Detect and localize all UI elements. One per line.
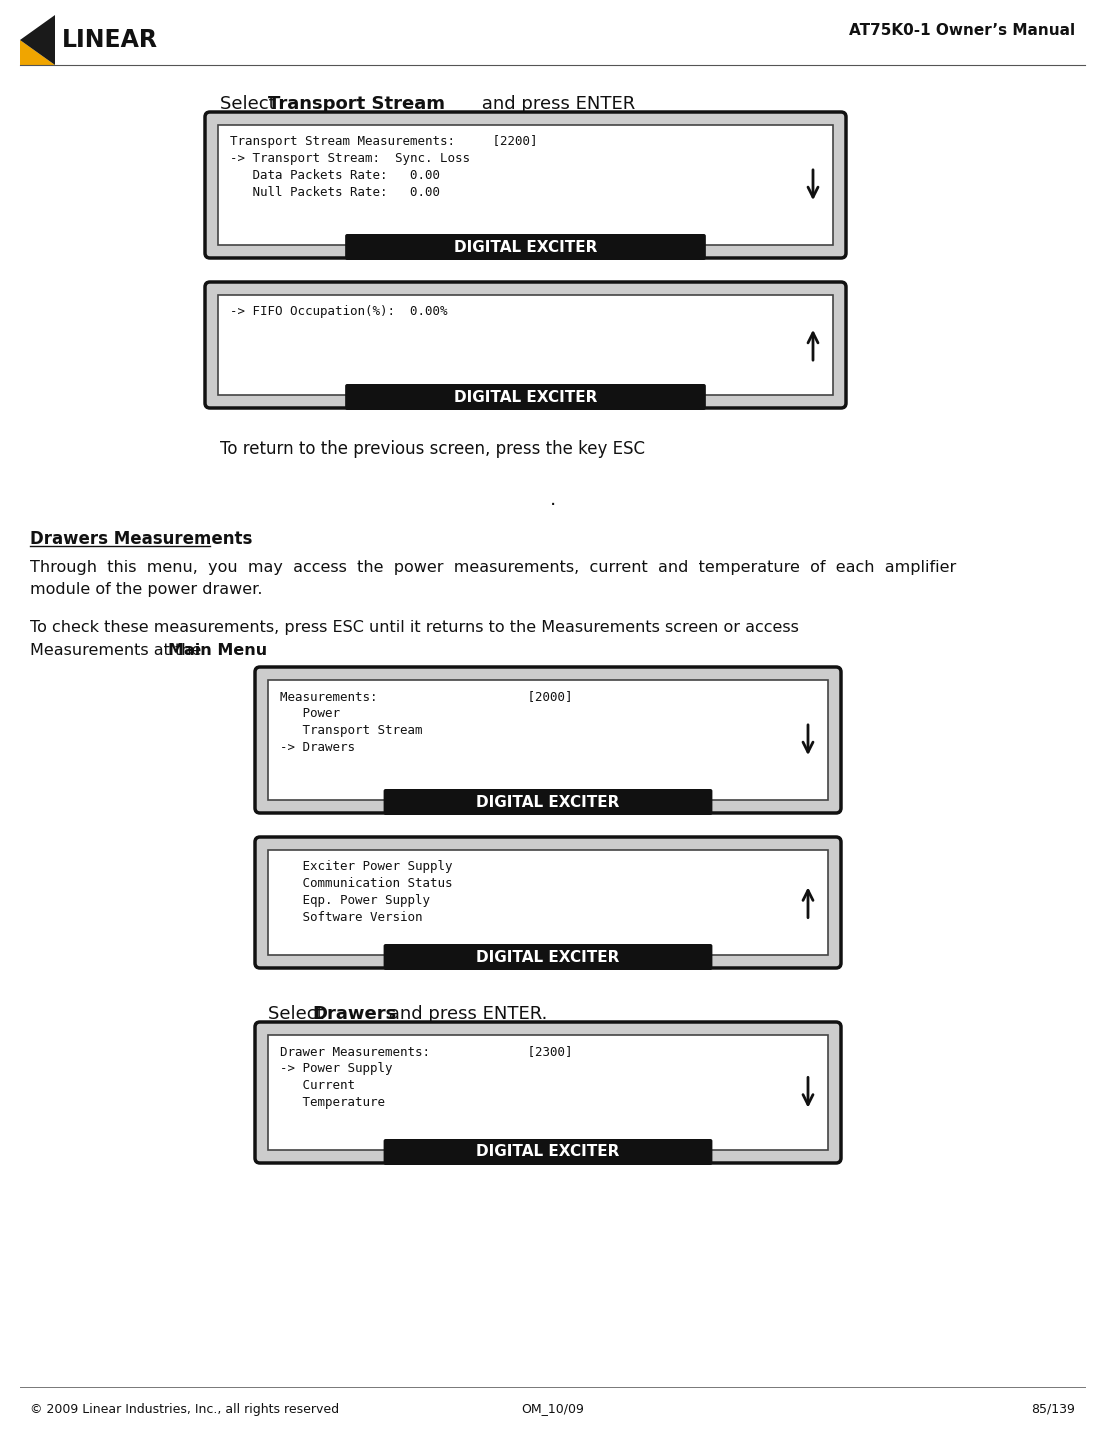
Text: Transport Stream: Transport Stream	[269, 94, 445, 113]
FancyBboxPatch shape	[218, 294, 833, 394]
Text: LINEAR: LINEAR	[62, 29, 158, 51]
FancyBboxPatch shape	[269, 680, 828, 800]
FancyBboxPatch shape	[269, 850, 828, 955]
Text: module of the power drawer.: module of the power drawer.	[30, 582, 263, 597]
Text: AT75K0-1 Owner’s Manual: AT75K0-1 Owner’s Manual	[849, 23, 1075, 37]
Polygon shape	[20, 40, 55, 64]
Text: Eqp. Power Supply: Eqp. Power Supply	[280, 895, 430, 907]
Text: To check these measurements, press ESC until it returns to the Measurements scre: To check these measurements, press ESC u…	[30, 620, 799, 634]
Text: Measurements at the: Measurements at the	[30, 643, 207, 657]
Text: .: .	[549, 490, 556, 509]
Polygon shape	[20, 14, 55, 64]
FancyBboxPatch shape	[383, 945, 713, 970]
Text: -> Drawers: -> Drawers	[280, 742, 355, 755]
Text: DIGITAL EXCITER: DIGITAL EXCITER	[476, 1145, 620, 1159]
FancyBboxPatch shape	[255, 667, 841, 813]
Text: DIGITAL EXCITER: DIGITAL EXCITER	[454, 240, 597, 254]
Text: Select: Select	[220, 94, 282, 113]
Text: Transport Stream: Transport Stream	[280, 725, 422, 737]
Text: -> Power Supply: -> Power Supply	[280, 1062, 392, 1075]
FancyBboxPatch shape	[255, 1022, 841, 1163]
FancyBboxPatch shape	[255, 837, 841, 967]
Text: Communication Status: Communication Status	[280, 877, 453, 890]
Text: Drawers Measurements: Drawers Measurements	[30, 530, 252, 547]
Text: Drawers: Drawers	[312, 1005, 397, 1023]
Text: Select: Select	[269, 1005, 329, 1023]
FancyBboxPatch shape	[206, 282, 846, 409]
Text: Current: Current	[280, 1079, 355, 1092]
Text: Through  this  menu,  you  may  access  the  power  measurements,  current  and : Through this menu, you may access the po…	[30, 560, 956, 574]
Text: DIGITAL EXCITER: DIGITAL EXCITER	[476, 795, 620, 809]
Text: Data Packets Rate:   0.00: Data Packets Rate: 0.00	[230, 169, 440, 181]
Text: and press ENTER.: and press ENTER.	[383, 1005, 547, 1023]
Text: Drawer Measurements:             [2300]: Drawer Measurements: [2300]	[280, 1045, 572, 1057]
FancyBboxPatch shape	[383, 789, 713, 815]
Text: Exciter Power Supply: Exciter Power Supply	[280, 860, 453, 873]
Text: Null Packets Rate:   0.00: Null Packets Rate: 0.00	[230, 186, 440, 199]
FancyBboxPatch shape	[383, 1139, 713, 1165]
Text: Main Menu: Main Menu	[168, 643, 267, 657]
Text: Power: Power	[280, 707, 340, 720]
Text: -> FIFO Occupation(%):  0.00%: -> FIFO Occupation(%): 0.00%	[230, 304, 448, 319]
Text: Temperature: Temperature	[280, 1096, 385, 1109]
Text: DIGITAL EXCITER: DIGITAL EXCITER	[454, 390, 597, 404]
Text: -> Transport Stream:  Sync. Loss: -> Transport Stream: Sync. Loss	[230, 151, 470, 164]
Text: OM_10/09: OM_10/09	[522, 1402, 583, 1416]
FancyBboxPatch shape	[345, 234, 706, 260]
Text: DIGITAL EXCITER: DIGITAL EXCITER	[476, 949, 620, 965]
FancyBboxPatch shape	[345, 384, 706, 410]
FancyBboxPatch shape	[269, 1035, 828, 1150]
Text: Software Version: Software Version	[280, 912, 422, 925]
Text: 85/139: 85/139	[1031, 1402, 1075, 1416]
Text: and press ENTER: and press ENTER	[476, 94, 635, 113]
Text: Transport Stream Measurements:     [2200]: Transport Stream Measurements: [2200]	[230, 134, 537, 149]
FancyBboxPatch shape	[218, 124, 833, 244]
Text: To return to the previous screen, press the key ESC: To return to the previous screen, press …	[220, 440, 645, 459]
FancyBboxPatch shape	[206, 111, 846, 259]
Text: © 2009 Linear Industries, Inc., all rights reserved: © 2009 Linear Industries, Inc., all righ…	[30, 1402, 339, 1416]
Text: Measurements:                    [2000]: Measurements: [2000]	[280, 690, 572, 703]
